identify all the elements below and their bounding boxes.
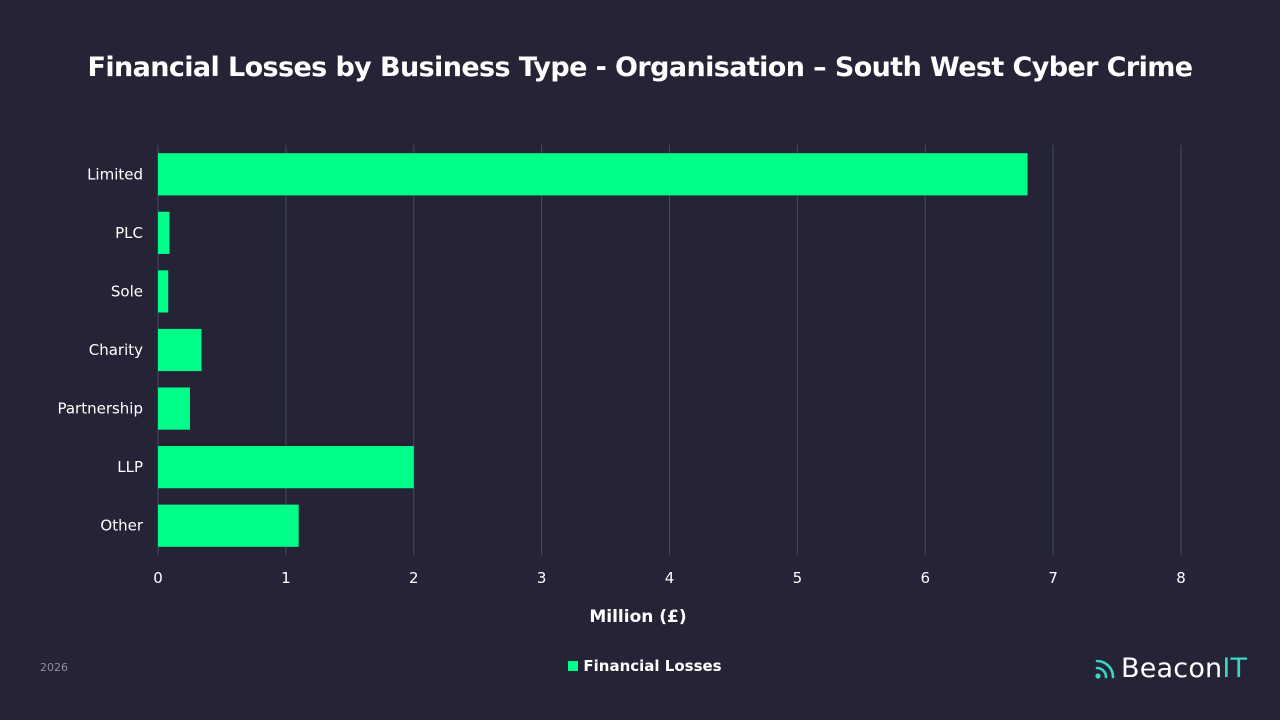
bar-llp [158, 446, 414, 489]
category-label: Charity [89, 341, 143, 359]
category-label: Partnership [57, 400, 143, 418]
x-tick-label: 5 [793, 569, 803, 587]
x-tick-label: 1 [281, 569, 291, 587]
bar-sole [158, 270, 169, 313]
x-tick-label: 4 [665, 569, 675, 587]
category-label: Sole [111, 282, 143, 300]
bar-other [158, 504, 299, 547]
category-label: Limited [87, 165, 143, 183]
x-tick-label: 3 [537, 569, 547, 587]
bars [158, 153, 1028, 547]
x-tick-label: 6 [920, 569, 930, 587]
brand-main: Beacon [1121, 652, 1223, 684]
bar-limited [158, 153, 1028, 196]
brand-logo: BeaconIT [1094, 650, 1247, 686]
category-label: LLP [117, 458, 143, 476]
chart-title: Financial Losses by Business Type - Orga… [87, 52, 1193, 83]
legend-label: Financial Losses [583, 657, 722, 675]
brand-accent: IT [1222, 652, 1248, 684]
grid-lines [157, 145, 1182, 555]
category-labels: Limited PLC Sole Charity Partnership LLP Other [57, 165, 143, 534]
bar-plc [158, 211, 170, 254]
bar-charity [158, 328, 202, 372]
category-label: Other [100, 517, 143, 535]
x-tick-labels: 0 1 2 3 4 5 6 7 8 [153, 569, 1186, 587]
category-label: PLC [115, 224, 143, 242]
x-axis-label: Million (£) [589, 607, 687, 627]
bar-partnership [158, 387, 190, 430]
x-tick-label: 8 [1176, 569, 1186, 587]
legend: Financial Losses [0, 657, 1280, 675]
x-tick-label: 0 [153, 569, 163, 587]
brand-name: BeaconIT [1121, 653, 1247, 684]
footer-year: 2026 [40, 661, 68, 674]
legend-swatch [568, 661, 579, 671]
x-tick-label: 7 [1048, 569, 1058, 587]
signal-waves-icon [1095, 659, 1115, 679]
x-tick-label: 2 [409, 569, 419, 587]
